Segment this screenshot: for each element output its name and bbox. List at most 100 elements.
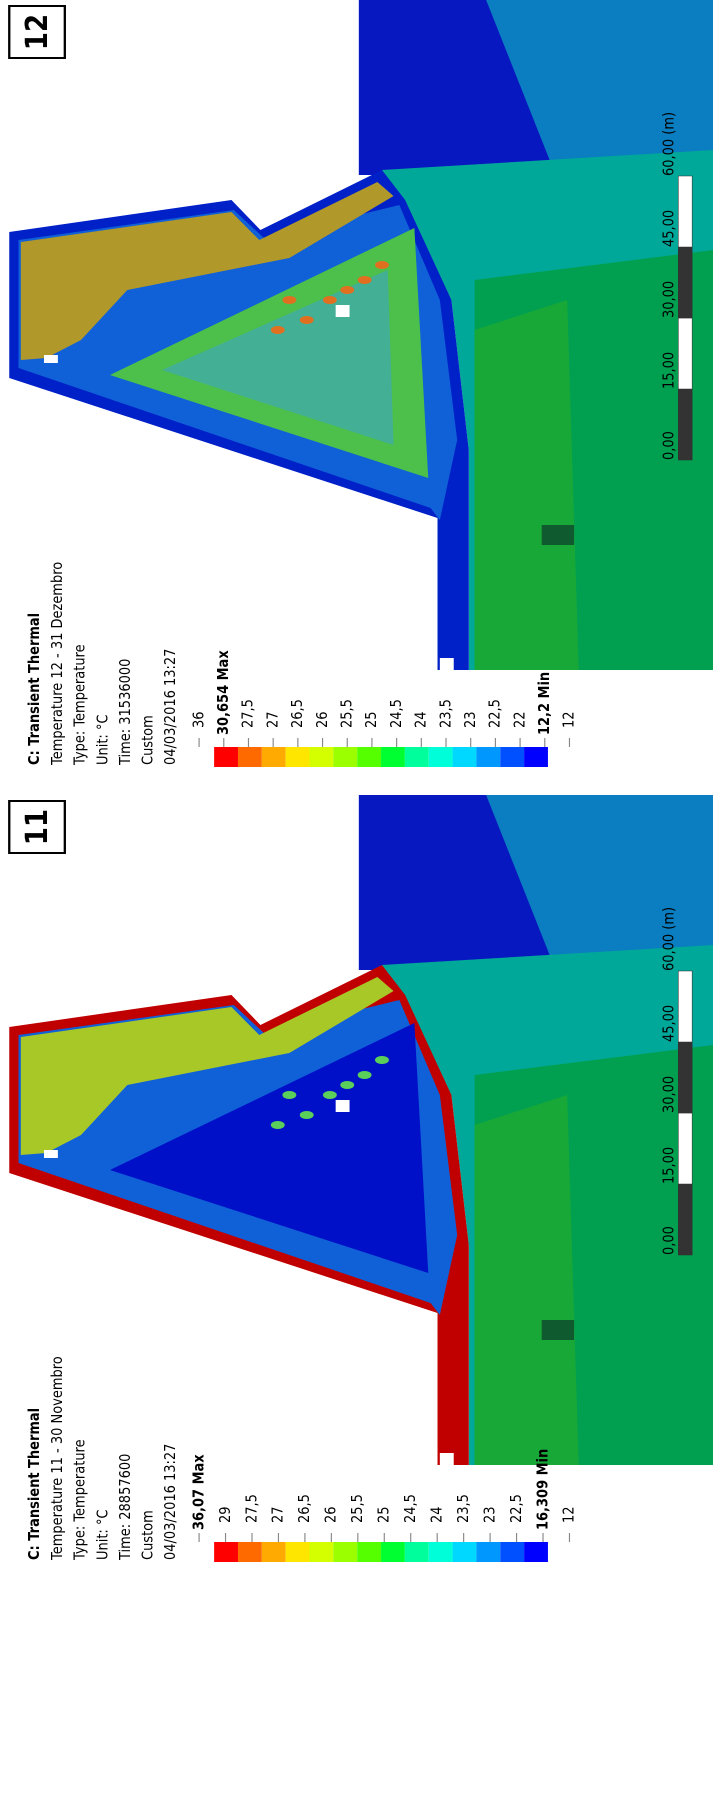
scale-label: 0,00 [660, 431, 677, 460]
scale-label: 15,00 [660, 1147, 677, 1184]
color-band [500, 747, 525, 767]
info-line: Time: 28857600 [117, 1454, 134, 1561]
hot-spot [357, 276, 372, 284]
panel-number: 11 [19, 809, 54, 845]
color-band [452, 1542, 477, 1562]
info-line: Type: Temperature [72, 1439, 89, 1561]
hot-spot [340, 286, 355, 294]
legend-label: 26,5 [296, 1494, 313, 1523]
color-band [404, 1542, 429, 1562]
dam-upper [20, 977, 394, 1155]
drain [541, 1320, 575, 1340]
info-line: Unit: °C [94, 1509, 111, 1560]
legend-label: 16,309 Min [534, 1449, 551, 1530]
color-band [285, 747, 310, 767]
rotated-layer: 11 C: Transient Thermal Temperature 11 - 3… [8, 800, 678, 1562]
gallery [439, 658, 454, 670]
legend-label: 27,5 [240, 699, 257, 728]
scale-label: 45,00 [660, 1005, 677, 1042]
hot-spot [375, 1056, 389, 1064]
info-line: 04/03/2016 13:27 [162, 649, 179, 765]
scale-label: 30,00 [660, 281, 677, 318]
color-band [261, 747, 286, 767]
panel: 11 C: Transient Thermal Temperature 11 - 3… [8, 795, 713, 1562]
scale-segment [677, 1041, 693, 1114]
scale-label: 60,00 (m) [660, 907, 677, 971]
color-band [476, 1542, 501, 1562]
hot-spot [357, 1071, 372, 1079]
legend-label: 23,5 [437, 699, 454, 728]
hot-spot [375, 261, 389, 269]
color-band [524, 747, 548, 767]
color-band [333, 747, 358, 767]
legend-label: 25,5 [339, 699, 356, 728]
color-band [452, 747, 477, 767]
color-band [333, 1542, 358, 1562]
hot-spot [340, 1081, 355, 1089]
legend-label: 27 [265, 711, 282, 728]
legend-label: 36 [191, 711, 208, 728]
color-band [428, 1542, 453, 1562]
color-band [428, 747, 453, 767]
scale-label: 45,00 [660, 210, 677, 247]
foundation-green2 [474, 300, 579, 670]
legend-label: 23,5 [455, 1494, 472, 1523]
scale-segment [677, 317, 693, 390]
legend-label: 30,654 Max [215, 650, 232, 735]
dam-upper [20, 182, 394, 360]
legend-label: 12 [561, 1506, 578, 1523]
legend-label: 29 [217, 1506, 234, 1523]
info-line: Temperature 12 - 31 Dezembro [49, 562, 66, 766]
color-band [237, 747, 262, 767]
scale-segment [677, 175, 693, 248]
info-line: Time: 31536000 [117, 659, 134, 766]
gallery [335, 1100, 350, 1112]
color-band [381, 747, 405, 767]
color-band [214, 1542, 238, 1562]
water-light [486, 0, 713, 175]
foundation-green2 [474, 1095, 579, 1465]
gallery [43, 1150, 58, 1158]
legend-label: 24 [429, 1506, 446, 1523]
hot-spot [270, 326, 285, 334]
color-band [309, 747, 334, 767]
hot-spot [282, 296, 297, 304]
legend-label: 24 [413, 711, 430, 728]
gallery [335, 305, 350, 317]
scale-segment [677, 1112, 693, 1185]
color-band [357, 747, 382, 767]
color-band [237, 1542, 262, 1562]
info-line: Unit: °C [94, 714, 111, 765]
scale-label: 30,00 [660, 1076, 677, 1113]
color-band [500, 1542, 525, 1562]
color-band [261, 1542, 286, 1562]
legend-label: 22,5 [508, 1494, 525, 1523]
scale-label: 0,00 [660, 1226, 677, 1255]
info-line: Type: Temperature [72, 644, 89, 766]
color-band [214, 747, 238, 767]
legend-label: 27 [270, 1506, 287, 1523]
legend-label: 25 [376, 1506, 393, 1523]
color-band [357, 1542, 382, 1562]
color-band [285, 1542, 310, 1562]
scale-segment [677, 388, 693, 461]
hot-spot [282, 1091, 297, 1099]
legend-title: C: Transient Thermal [26, 1408, 43, 1560]
legend-label: 22,5 [487, 699, 504, 728]
hot-spot [322, 296, 337, 304]
gallery [43, 355, 58, 363]
water-light [486, 795, 713, 970]
hot-spot [299, 316, 314, 324]
drain [541, 525, 575, 545]
scale-segment [677, 1183, 693, 1256]
legend-label: 22 [512, 711, 529, 728]
scale-segment [677, 246, 693, 319]
legend-label: 25 [363, 711, 380, 728]
legend-label: 27,5 [243, 1494, 260, 1523]
hot-spot [299, 1111, 314, 1119]
info-line: 04/03/2016 13:27 [162, 1444, 179, 1560]
legend-label: 36,07 Max [191, 1454, 208, 1530]
